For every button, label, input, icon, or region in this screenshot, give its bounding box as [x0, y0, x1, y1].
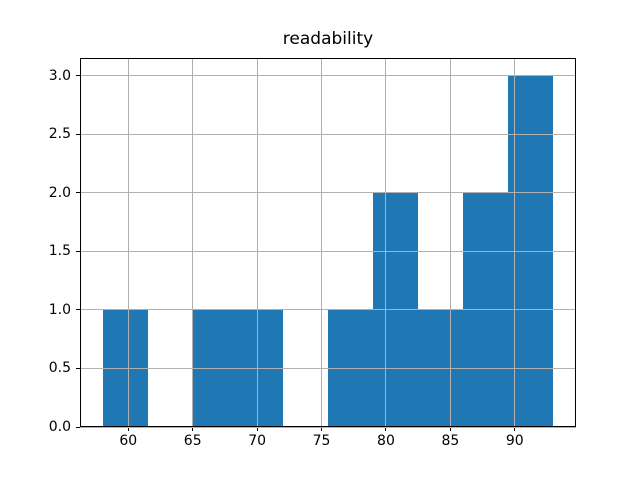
gridline-vertical	[192, 58, 194, 427]
x-tick-label: 60	[119, 433, 138, 449]
x-tick-label: 75	[312, 433, 331, 449]
y-tick-label: 0.5	[48, 360, 71, 377]
gridline-vertical	[385, 58, 387, 427]
y-tick-label: 2.5	[48, 126, 71, 143]
x-tick-mark	[514, 427, 516, 431]
x-tick-label: 90	[505, 433, 524, 449]
gridline-vertical	[256, 58, 258, 427]
x-tick-label: 85	[441, 433, 460, 449]
plot-area	[80, 58, 576, 428]
x-tick-label: 65	[183, 433, 202, 449]
x-tick-mark	[256, 427, 258, 431]
gridline-horizontal	[80, 367, 576, 369]
gridline-horizontal	[80, 75, 576, 77]
x-tick-label: 70	[248, 433, 267, 449]
y-tick-mark	[76, 133, 80, 135]
gridline-vertical	[127, 58, 129, 427]
gridline-horizontal	[80, 309, 576, 311]
gridline-horizontal	[80, 192, 576, 194]
x-tick-mark	[127, 427, 129, 431]
gridline-horizontal	[80, 133, 576, 135]
y-tick-mark	[76, 75, 80, 77]
gridline-vertical	[321, 58, 323, 427]
x-tick-mark	[321, 427, 323, 431]
y-tick-label: 1.0	[48, 301, 71, 318]
y-tick-mark	[76, 309, 80, 311]
y-tick-mark	[76, 250, 80, 252]
x-tick-mark	[385, 427, 387, 431]
y-tick-label: 1.5	[48, 243, 71, 260]
chart-title: readability	[282, 29, 374, 49]
y-tick-label: 0.0	[48, 419, 71, 435]
gridline-vertical	[449, 58, 451, 427]
gridline-horizontal	[80, 426, 576, 428]
x-tick-mark	[192, 427, 194, 431]
y-tick-label: 3.0	[48, 67, 71, 84]
y-tick-mark	[76, 367, 80, 369]
x-tick-label: 80	[377, 433, 395, 449]
axes-frame	[80, 58, 576, 427]
y-tick-mark	[76, 192, 80, 194]
y-tick-mark	[76, 426, 80, 428]
gridline-horizontal	[80, 250, 576, 252]
gridline-vertical	[514, 58, 516, 427]
x-tick-mark	[449, 427, 451, 431]
y-tick-label: 2.0	[48, 184, 71, 201]
